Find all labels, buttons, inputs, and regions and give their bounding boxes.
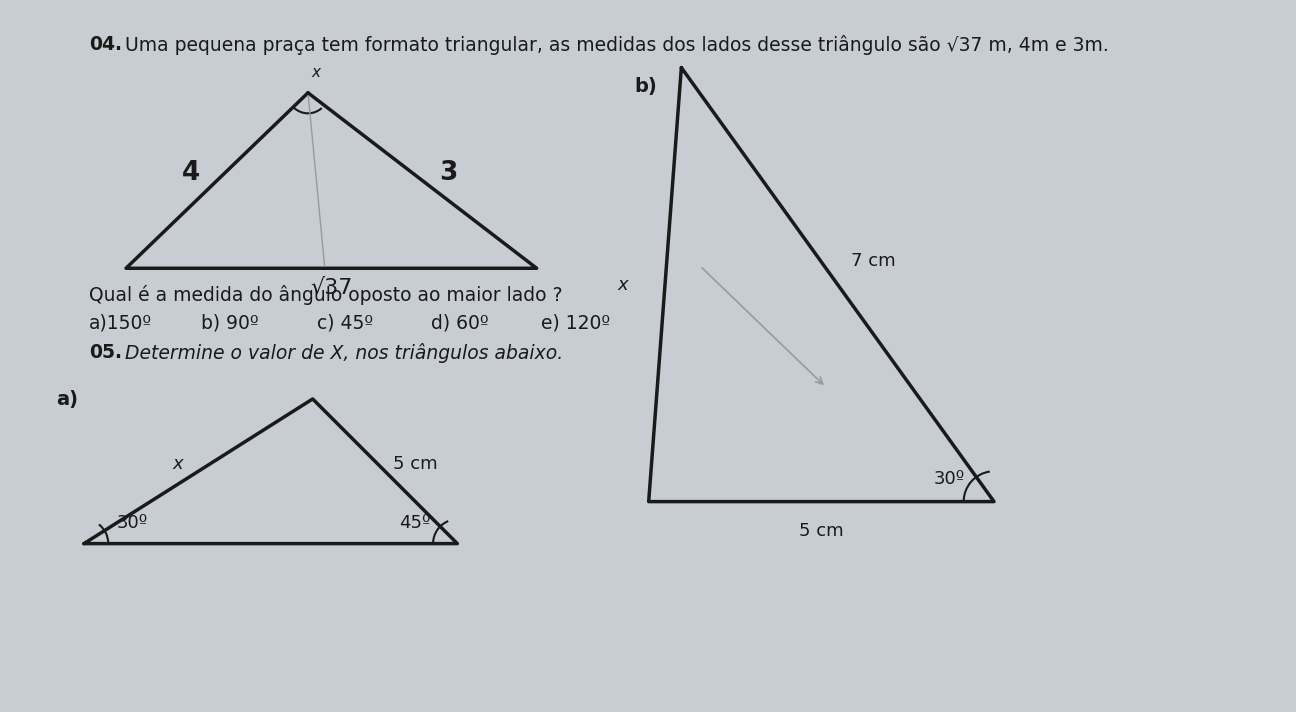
Text: d) 60º: d) 60º <box>432 313 489 332</box>
Text: 5 cm: 5 cm <box>800 522 844 540</box>
Text: 5 cm: 5 cm <box>393 455 437 473</box>
Text: Qual é a medida do ângulo oposto ao maior lado ?: Qual é a medida do ângulo oposto ao maio… <box>88 285 562 305</box>
Text: 3: 3 <box>439 160 457 186</box>
Text: 4: 4 <box>181 160 200 186</box>
Text: 05.: 05. <box>88 343 122 362</box>
Text: 7 cm: 7 cm <box>851 252 896 271</box>
Text: b): b) <box>635 77 657 96</box>
Text: x: x <box>311 65 320 80</box>
Text: 30º: 30º <box>117 514 148 533</box>
Text: √37: √37 <box>310 278 353 298</box>
Text: Determine o valor de X, nos triângulos abaixo.: Determine o valor de X, nos triângulos a… <box>118 343 562 363</box>
Text: e) 120º: e) 120º <box>542 313 610 332</box>
Text: b) 90º: b) 90º <box>201 313 258 332</box>
Text: 30º: 30º <box>933 470 964 488</box>
Text: x: x <box>617 276 627 293</box>
Text: x: x <box>172 455 183 473</box>
Text: Uma pequena praça tem formato triangular, as medidas dos lados desse triângulo s: Uma pequena praça tem formato triangular… <box>118 35 1108 55</box>
Text: a)150º: a)150º <box>88 313 152 332</box>
Text: a): a) <box>56 389 78 409</box>
Text: 45º: 45º <box>399 514 432 533</box>
Text: 04.: 04. <box>88 35 122 54</box>
Text: c) 45º: c) 45º <box>318 313 373 332</box>
